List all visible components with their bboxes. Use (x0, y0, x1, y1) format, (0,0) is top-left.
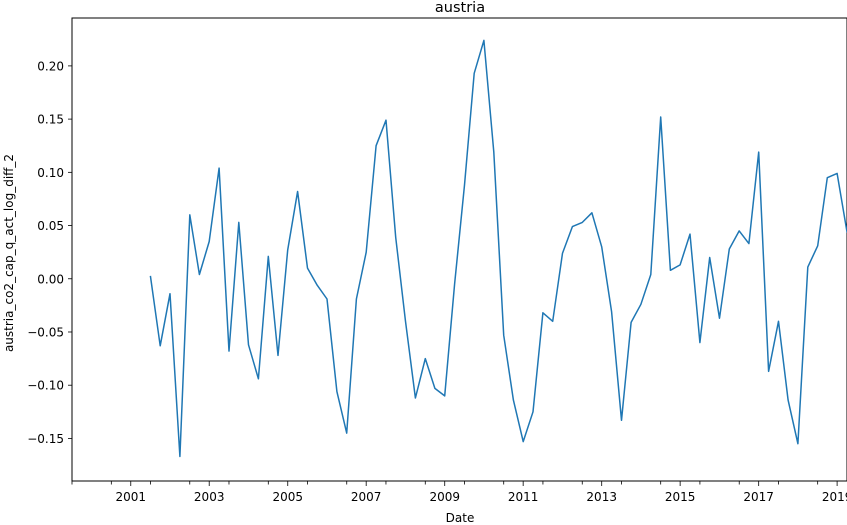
y-axis-title: austria_co2_cap_q_act_log_diff_2 (2, 154, 16, 352)
x-tick-label: 2001 (115, 490, 146, 504)
y-tick-label: 0.20 (37, 59, 64, 73)
plot-frame (71, 17, 847, 482)
x-tick-label: 2009 (429, 490, 460, 504)
y-tick-label: 0.10 (37, 166, 64, 180)
x-tick-label: 2013 (586, 490, 617, 504)
x-axis-title: Date (446, 511, 475, 525)
chart-title: austria (435, 0, 485, 16)
y-axis: −0.15 −0.10 −0.05 0.00 0.05 0.10 0.15 0.20 (27, 59, 72, 446)
plot-area (71, 17, 847, 482)
y-tick-label: −0.15 (27, 432, 64, 446)
y-tick-label: 0.15 (37, 113, 64, 127)
x-tick-label: 2015 (665, 490, 696, 504)
y-tick-label: 0.05 (37, 219, 64, 233)
x-axis: 2001 2003 2005 2007 2009 2011 2013 2015 2017 2019 (71, 481, 847, 504)
y-tick-label: 0.00 (37, 272, 64, 286)
y-tick-label: −0.05 (27, 325, 64, 339)
y-tick-label: −0.10 (27, 379, 64, 393)
x-tick-label: 2019 (822, 490, 847, 504)
x-tick-label: 2007 (351, 490, 382, 504)
x-tick-label: 2005 (272, 490, 303, 504)
x-tick-label: 2003 (194, 490, 225, 504)
x-tick-label: 2011 (508, 490, 539, 504)
x-tick-label: 2017 (743, 490, 774, 504)
series-line (149, 39, 847, 458)
